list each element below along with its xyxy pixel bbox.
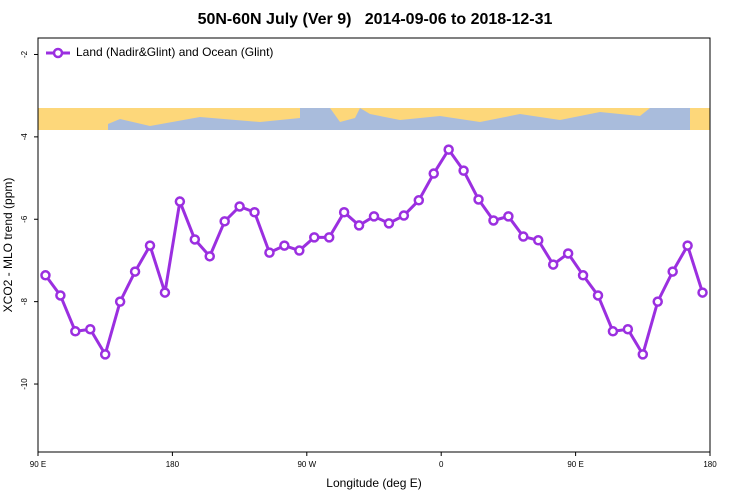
- y-tick-label: -4: [20, 133, 29, 141]
- point: [562, 248, 574, 259]
- point: [234, 201, 245, 212]
- point: [637, 349, 649, 360]
- point: [129, 266, 141, 277]
- point: [309, 232, 320, 243]
- point: [607, 326, 619, 337]
- y-tick-label: -8: [20, 298, 29, 306]
- point: [368, 211, 380, 222]
- x-tick-label: 180: [166, 460, 180, 469]
- point: [99, 349, 111, 360]
- point: [353, 220, 365, 231]
- point: [547, 259, 559, 270]
- point: [488, 215, 499, 226]
- point: [413, 195, 425, 206]
- point: [503, 211, 514, 222]
- y-tick-label: -6: [20, 215, 29, 223]
- y-tick-label: -2: [20, 50, 29, 58]
- point: [114, 296, 126, 307]
- point: [622, 323, 634, 335]
- point: [85, 323, 96, 335]
- point: [219, 216, 230, 227]
- point: [189, 234, 201, 245]
- point: [338, 207, 350, 218]
- point: [144, 240, 156, 251]
- point: [383, 218, 395, 229]
- point: [279, 240, 290, 251]
- point: [533, 235, 544, 246]
- x-tick-label: 90 W: [297, 460, 316, 469]
- plot-frame: [37, 37, 711, 453]
- point: [264, 247, 275, 258]
- y-tick-label: -10: [20, 378, 29, 390]
- x-tick-label: 180: [703, 460, 717, 469]
- point: [55, 290, 66, 301]
- point: [443, 144, 454, 155]
- point: [294, 245, 305, 256]
- map-strip: [38, 108, 710, 130]
- point: [577, 270, 589, 281]
- series-line: [44, 146, 704, 359]
- point: [174, 196, 186, 207]
- point: [458, 165, 469, 176]
- point: [518, 231, 529, 242]
- x-tick-label: 0: [439, 460, 444, 469]
- x-tick-label: 90 E: [567, 460, 583, 469]
- point: [652, 296, 663, 307]
- point: [682, 240, 693, 251]
- point: [159, 287, 171, 298]
- point: [398, 210, 410, 221]
- point: [667, 266, 678, 277]
- legend-marker: [52, 47, 64, 59]
- x-axis-label: Longitude (deg E): [326, 476, 421, 490]
- point: [204, 251, 215, 262]
- point: [592, 290, 604, 301]
- legend-label: Land (Nadir&Glint) and Ocean (Glint): [76, 45, 273, 59]
- point: [323, 232, 335, 243]
- y-axis-label: XCO2 - MLO trend (ppm): [1, 178, 15, 313]
- point: [473, 194, 484, 205]
- point: [697, 287, 708, 298]
- chart-title: 50N-60N July (Ver 9) 2014-09-06 to 2018-…: [198, 11, 553, 28]
- point: [249, 207, 260, 218]
- x-tick-label: 90 E: [30, 460, 46, 469]
- point: [40, 270, 51, 281]
- point: [428, 168, 439, 179]
- point: [70, 326, 81, 337]
